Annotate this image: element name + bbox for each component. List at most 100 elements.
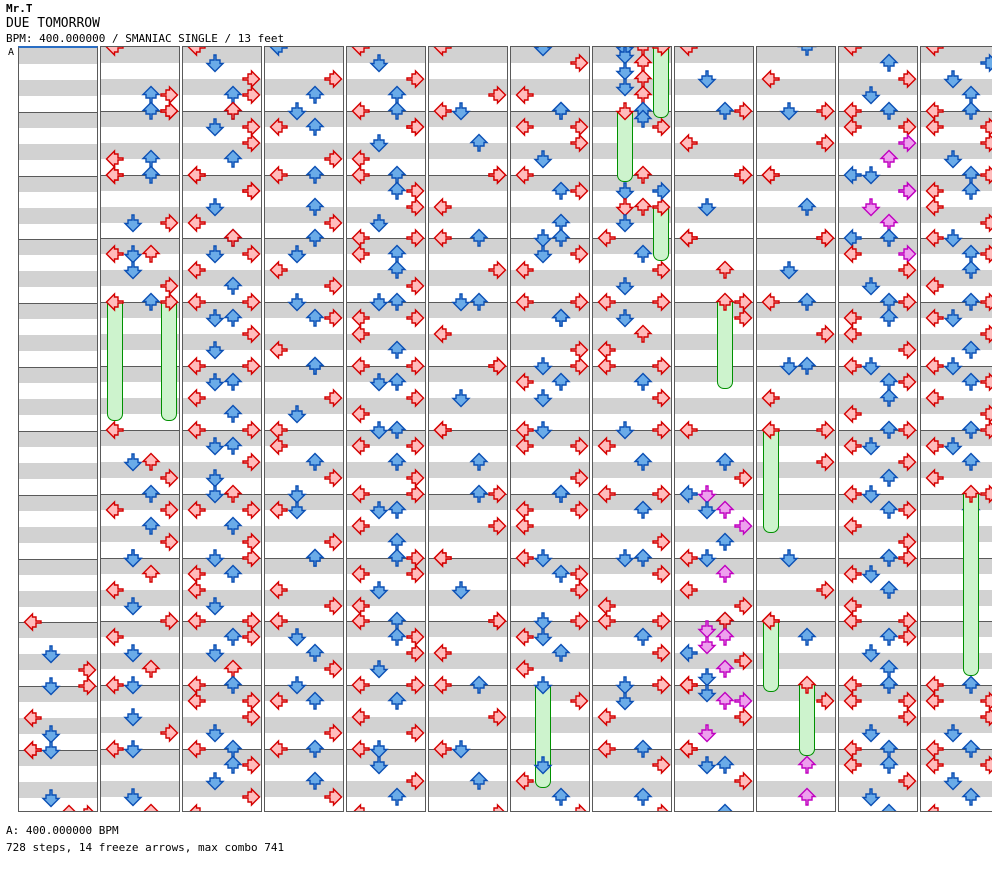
beat-row (757, 142, 835, 159)
measure-divider (19, 430, 97, 432)
beat-row (511, 509, 589, 526)
measure-divider (675, 174, 753, 176)
beat-row (429, 190, 507, 207)
beat-row (429, 222, 507, 239)
chart-column-8[interactable] (592, 46, 672, 812)
beat-row (675, 701, 753, 718)
beat-row (921, 158, 992, 175)
beat-row (593, 190, 671, 207)
beat-row (429, 685, 507, 702)
beat-row (265, 414, 343, 430)
beat-row (757, 797, 835, 811)
beat-row (347, 509, 425, 526)
chart-column-9[interactable] (674, 46, 754, 812)
beat-row (675, 302, 753, 319)
measure-divider (183, 238, 261, 240)
beat-row (347, 158, 425, 175)
beat-row (921, 429, 992, 446)
beat-row (101, 270, 179, 287)
measure-divider (593, 493, 671, 495)
beat-row (675, 238, 753, 255)
beat-row (839, 414, 917, 430)
measure-divider (429, 366, 507, 368)
beat-row (839, 621, 917, 638)
chart-column-6[interactable] (428, 46, 508, 812)
chart-column-4[interactable] (264, 46, 344, 812)
chart-column-5[interactable] (346, 46, 426, 812)
chart-column-3[interactable] (182, 46, 262, 812)
beat-row (921, 701, 992, 718)
beat-row (921, 110, 992, 127)
beat-row (347, 621, 425, 638)
measure-divider (183, 685, 261, 687)
beat-row (101, 589, 179, 606)
chart-column-1[interactable] (18, 46, 98, 812)
beat-row (921, 605, 992, 622)
beat-row (921, 62, 992, 79)
freeze-arrow-body (535, 685, 551, 789)
beat-row (347, 382, 425, 399)
beat-row (921, 398, 992, 415)
freeze-arrow-body (161, 302, 177, 421)
beat-row (19, 654, 97, 671)
measure-divider (19, 750, 97, 752)
beat-row (183, 62, 261, 79)
beat-row (183, 749, 261, 766)
beat-row (265, 445, 343, 462)
beat-row (921, 621, 992, 638)
measure-divider (19, 175, 97, 177)
beat-row (757, 717, 835, 734)
beat-row (347, 557, 425, 574)
beat-row (19, 430, 97, 447)
beat-row (839, 573, 917, 590)
beat-row (19, 574, 97, 591)
beat-row (429, 749, 507, 766)
measure-divider (675, 621, 753, 623)
measure-divider (101, 429, 179, 431)
chart-column-12[interactable] (920, 46, 992, 812)
beat-row (183, 190, 261, 207)
song-title: DUE TOMORROW (6, 16, 100, 31)
beat-row (265, 254, 343, 271)
beat-row (839, 318, 917, 335)
chart-column-7[interactable] (510, 46, 590, 812)
beat-row (593, 461, 671, 478)
beat-row (839, 174, 917, 191)
beat-row (347, 461, 425, 478)
beat-row (347, 493, 425, 510)
beat-row (19, 255, 97, 272)
beat-row (183, 653, 261, 670)
beat-row (101, 126, 179, 143)
beat-row (19, 367, 97, 384)
beat-row (183, 685, 261, 702)
beat-row (429, 78, 507, 95)
beat-row (921, 717, 992, 734)
beat-row (429, 142, 507, 159)
beat-row (757, 557, 835, 574)
beat-row (183, 206, 261, 223)
beat-row (839, 94, 917, 111)
chart-column-2[interactable] (100, 46, 180, 812)
measure-divider (839, 110, 917, 112)
beat-row (511, 653, 589, 670)
beat-row (921, 78, 992, 95)
beat-row (757, 222, 835, 239)
measure-divider (101, 685, 179, 687)
measure-divider (675, 557, 753, 559)
measure-divider (183, 621, 261, 623)
beat-row (183, 781, 261, 797)
beat-row (757, 62, 835, 79)
beat-row (19, 399, 97, 416)
chart-column-10[interactable] (756, 46, 836, 812)
measure-divider (265, 429, 343, 431)
measure-divider (347, 110, 425, 112)
measure-divider (921, 493, 992, 495)
beat-row (101, 158, 179, 175)
beat-row (101, 717, 179, 734)
beat-row (839, 669, 917, 686)
beat-row (511, 238, 589, 255)
chart-column-11[interactable] (838, 46, 918, 812)
beat-row (265, 286, 343, 303)
beat-row (675, 382, 753, 399)
beat-row (511, 477, 589, 494)
